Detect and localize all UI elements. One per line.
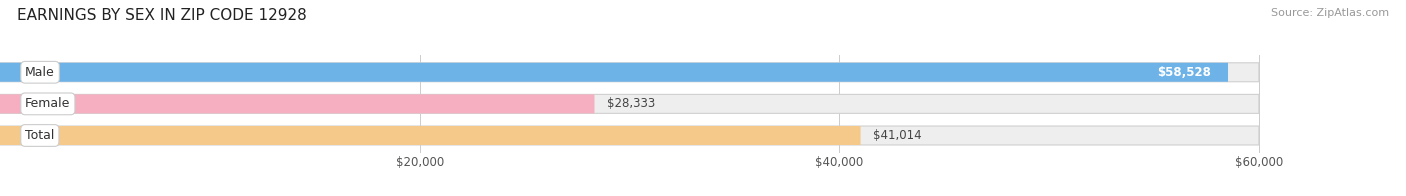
Text: Source: ZipAtlas.com: Source: ZipAtlas.com: [1271, 8, 1389, 18]
FancyBboxPatch shape: [0, 94, 1258, 113]
Text: $58,528: $58,528: [1157, 66, 1211, 79]
Text: Male: Male: [25, 66, 55, 79]
FancyBboxPatch shape: [0, 94, 595, 113]
Text: $41,014: $41,014: [873, 129, 922, 142]
Text: $28,333: $28,333: [607, 97, 655, 110]
FancyBboxPatch shape: [0, 126, 1258, 145]
Text: Female: Female: [25, 97, 70, 110]
Text: Total: Total: [25, 129, 55, 142]
FancyBboxPatch shape: [0, 126, 860, 145]
Text: EARNINGS BY SEX IN ZIP CODE 12928: EARNINGS BY SEX IN ZIP CODE 12928: [17, 8, 307, 23]
FancyBboxPatch shape: [0, 63, 1258, 82]
FancyBboxPatch shape: [0, 63, 1227, 82]
